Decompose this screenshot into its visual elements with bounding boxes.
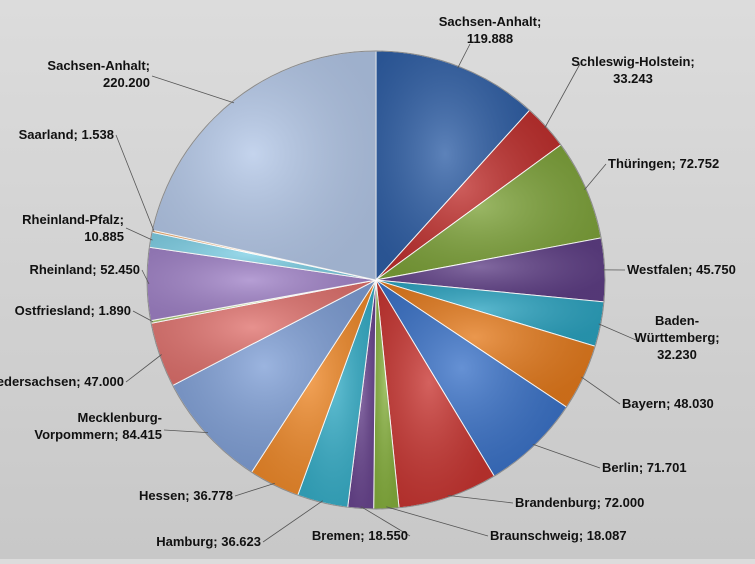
data-label-4: Westfalen; 45.750 — [627, 262, 736, 277]
data-label-8: Brandenburg; 72.000 — [515, 495, 644, 510]
data-label-13: Mecklenburg-Vorpommern; 84.415 — [34, 410, 162, 442]
leader-line-5 — [599, 324, 636, 340]
data-label-5: Baden-Württemberg;32.230 — [634, 313, 719, 362]
data-label-17: Rheinland-Pfalz;10.885 — [22, 212, 124, 244]
data-label-10: Bremen; 18.550 — [312, 528, 408, 543]
leader-line-19 — [152, 76, 234, 103]
data-label-9: Braunschweig; 18.087 — [490, 528, 627, 543]
data-label-3: Thüringen; 72.752 — [608, 156, 719, 171]
data-label-2: Schleswig-Holstein;33.243 — [571, 54, 695, 86]
leader-line-7 — [533, 444, 600, 468]
data-label-18: Saarland; 1.538 — [19, 127, 114, 142]
data-label-15: Ostfriesland; 1.890 — [15, 303, 131, 318]
leader-line-12 — [235, 483, 275, 496]
data-label-1: Sachsen-Anhalt;119.888 — [439, 14, 542, 46]
leader-line-17 — [126, 228, 153, 240]
leader-line-3 — [584, 164, 606, 190]
slices-layer — [147, 51, 605, 509]
data-label-16: Rheinland; 52.450 — [29, 262, 140, 277]
leader-line-8 — [448, 495, 513, 503]
leader-line-2 — [545, 64, 580, 128]
leader-line-14 — [126, 355, 162, 383]
data-label-19: Sachsen-Anhalt;220.200 — [47, 58, 150, 90]
data-label-11: Hamburg; 36.623 — [156, 534, 261, 549]
data-label-12: Hessen; 36.778 — [139, 488, 233, 503]
leader-line-6 — [581, 377, 620, 404]
leader-line-13 — [164, 430, 208, 433]
data-label-14: Niedersachsen; 47.000 — [0, 374, 124, 389]
data-label-6: Bayern; 48.030 — [622, 396, 714, 411]
leader-line-1 — [458, 44, 470, 68]
data-label-7: Berlin; 71.701 — [602, 460, 687, 475]
